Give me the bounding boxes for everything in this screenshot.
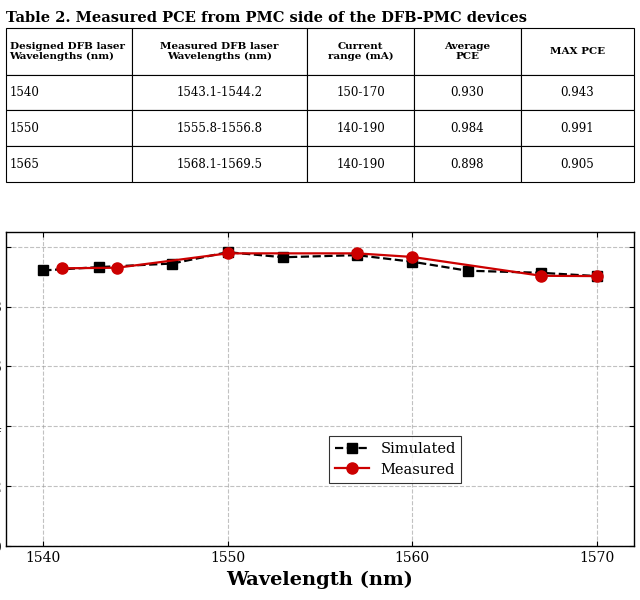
Line: Measured: Measured (56, 248, 602, 281)
Text: MAX PCE: MAX PCE (550, 47, 605, 56)
Bar (521, 28, 634, 75)
Text: 1543.1-1544.2: 1543.1-1544.2 (177, 86, 262, 99)
Bar (307, 110, 414, 146)
Simulated (168, 260, 176, 267)
Simulated (279, 254, 287, 261)
Text: 0.991: 0.991 (561, 122, 594, 135)
Bar (521, 110, 634, 146)
Bar (132, 146, 307, 182)
Text: Current
range (mA): Current range (mA) (328, 42, 394, 61)
Bar (6, 110, 132, 146)
Simulated (408, 258, 416, 265)
Bar (132, 110, 307, 146)
Text: 0.943: 0.943 (560, 86, 594, 99)
Text: 1550: 1550 (10, 122, 40, 135)
Legend: Simulated, Measured: Simulated, Measured (329, 436, 461, 482)
Text: 140-190: 140-190 (337, 122, 385, 135)
Bar (307, 28, 414, 75)
Simulated (353, 251, 361, 259)
Measured (408, 253, 416, 260)
Text: 0.984: 0.984 (451, 122, 484, 135)
Bar (414, 146, 521, 182)
Bar (307, 146, 414, 182)
Bar (307, 75, 414, 110)
Measured (538, 272, 545, 280)
Text: Table 2. Measured PCE from PMC side of the DFB-PMC devices: Table 2. Measured PCE from PMC side of t… (6, 11, 527, 25)
Text: 0.930: 0.930 (451, 86, 484, 99)
Simulated (95, 263, 102, 271)
Bar (132, 75, 307, 110)
Text: 150-170: 150-170 (337, 86, 385, 99)
Bar (132, 28, 307, 75)
Simulated (593, 272, 600, 280)
Bar (414, 110, 521, 146)
Text: 1540: 1540 (10, 86, 40, 99)
Bar (414, 75, 521, 110)
Text: 1568.1-1569.5: 1568.1-1569.5 (177, 158, 262, 170)
Bar (6, 146, 132, 182)
Text: 0.898: 0.898 (451, 158, 484, 170)
Bar (414, 28, 521, 75)
Text: 140-190: 140-190 (337, 158, 385, 170)
Text: 0.905: 0.905 (560, 158, 594, 170)
Text: 1565: 1565 (10, 158, 40, 170)
Bar (6, 28, 132, 75)
Line: Simulated: Simulated (39, 248, 601, 281)
Bar (521, 75, 634, 110)
Bar (521, 146, 634, 182)
Measured (113, 264, 121, 271)
Text: Average
PCE: Average PCE (444, 42, 490, 61)
Measured (224, 250, 232, 257)
Text: Designed DFB laser
Wavelengths (nm): Designed DFB laser Wavelengths (nm) (10, 42, 125, 61)
X-axis label: Wavelength (nm): Wavelength (nm) (227, 571, 413, 589)
Text: 1555.8-1556.8: 1555.8-1556.8 (177, 122, 262, 135)
Text: Measured DFB laser
Wavelengths (nm): Measured DFB laser Wavelengths (nm) (161, 42, 279, 61)
Measured (353, 250, 361, 257)
Measured (58, 265, 65, 272)
Bar (6, 75, 132, 110)
Measured (593, 272, 600, 280)
Simulated (464, 267, 472, 274)
Simulated (224, 248, 232, 256)
Simulated (40, 267, 47, 274)
Simulated (538, 269, 545, 277)
